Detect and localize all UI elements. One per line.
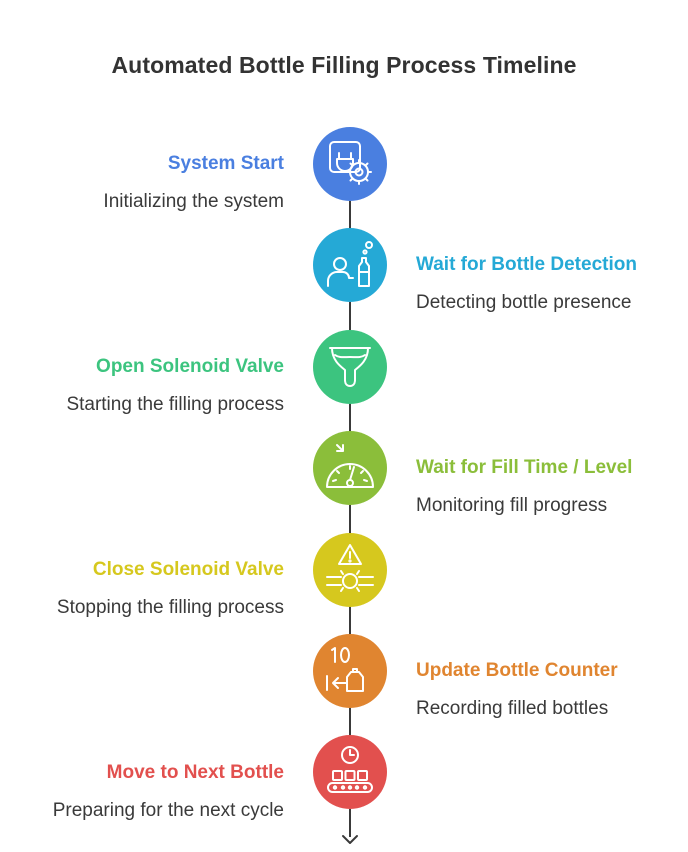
step-description-system-start: Initializing the system [103,191,284,212]
step-node-next-bottle [313,735,387,809]
step-description-close-valve: Stopping the filling process [56,597,284,618]
person-bottle-icon [327,241,373,287]
timeline-connector [349,403,351,431]
step-description-open-valve: Starting the filling process [66,394,284,415]
step-title-bottle-detection: Wait for Bottle Detection [416,254,637,275]
step-node-open-valve [313,330,387,404]
power-gear-icon [329,141,372,185]
step-title-fill-level: Wait for Fill Time / Level [416,457,633,478]
step-node-fill-level [313,431,387,505]
timeline-connector [349,302,351,330]
counter-icon [326,647,364,692]
funnel-icon [329,347,371,387]
timeline-connector [349,201,351,229]
timeline-connector [349,505,351,533]
conveyor-clock-icon [327,746,373,793]
page-title: Automated Bottle Filling Process Timelin… [111,52,577,78]
step-title-system-start: System Start [167,153,284,174]
step-title-bottle-counter: Update Bottle Counter [416,660,618,681]
step-title-next-bottle: Move to Next Bottle [106,762,284,783]
timeline-connector [349,606,351,634]
timeline-connector [349,707,351,735]
step-description-fill-level: Monitoring fill progress [416,495,608,516]
step-title-open-valve: Open Solenoid Valve [96,356,284,377]
step-node-close-valve [313,533,387,607]
arrow-down-icon [342,835,358,844]
step-description-next-bottle: Preparing for the next cycle [52,800,284,821]
step-node-system-start [313,127,387,201]
timeline-connector [349,809,351,837]
gauge-icon [326,444,374,488]
valve-warning-icon [326,544,374,592]
step-description-bottle-detection: Detecting bottle presence [416,292,632,313]
step-title-close-valve: Close Solenoid Valve [92,559,284,580]
step-node-bottle-counter [313,634,387,708]
step-node-bottle-detection [313,228,387,302]
step-description-bottle-counter: Recording filled bottles [416,698,609,719]
